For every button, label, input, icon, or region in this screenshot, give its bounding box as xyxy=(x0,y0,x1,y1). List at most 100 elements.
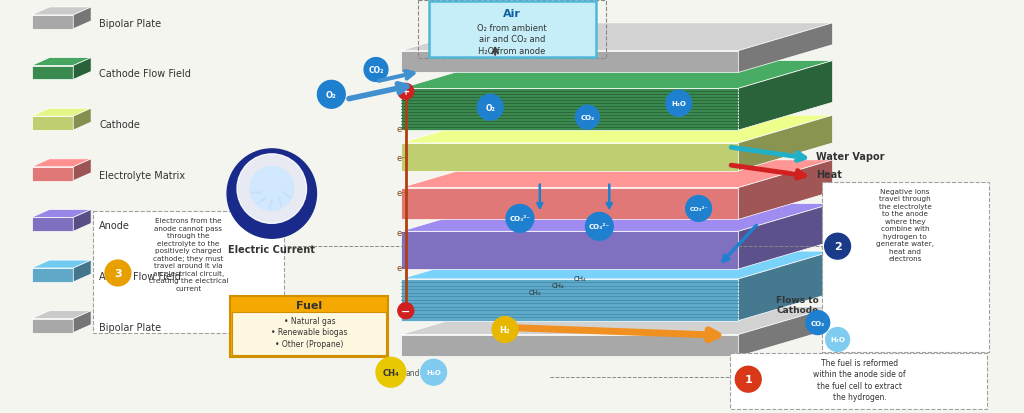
Polygon shape xyxy=(400,188,738,219)
Text: H₂O: H₂O xyxy=(830,337,845,344)
Polygon shape xyxy=(400,23,833,51)
Text: 1: 1 xyxy=(744,375,753,385)
Polygon shape xyxy=(32,217,74,231)
Polygon shape xyxy=(32,66,74,79)
Text: Heat: Heat xyxy=(816,170,842,180)
Text: Water Vapor: Water Vapor xyxy=(816,152,885,162)
Text: e⁻: e⁻ xyxy=(396,263,406,273)
Circle shape xyxy=(586,212,613,240)
Polygon shape xyxy=(32,7,91,15)
Polygon shape xyxy=(400,115,833,143)
Polygon shape xyxy=(74,57,91,79)
Polygon shape xyxy=(738,307,833,356)
Text: CO₃²⁻: CO₃²⁻ xyxy=(689,207,708,212)
Text: H₂O: H₂O xyxy=(672,101,686,107)
Text: H₂O: H₂O xyxy=(426,370,441,376)
Circle shape xyxy=(398,303,414,319)
Text: 3: 3 xyxy=(114,269,122,279)
FancyBboxPatch shape xyxy=(93,211,284,332)
Text: Air: Air xyxy=(503,9,521,19)
Circle shape xyxy=(250,167,294,211)
Polygon shape xyxy=(738,251,833,320)
Text: CO₂: CO₂ xyxy=(369,66,384,75)
Polygon shape xyxy=(400,307,833,335)
Text: Electrons from the
anode cannot pass
through the
electrolyte to the
positively c: Electrons from the anode cannot pass thr… xyxy=(148,218,228,292)
Circle shape xyxy=(506,204,534,232)
Text: Anode: Anode xyxy=(99,221,130,231)
Polygon shape xyxy=(400,143,738,171)
Circle shape xyxy=(824,233,851,259)
Polygon shape xyxy=(738,160,833,219)
Polygon shape xyxy=(738,23,833,72)
Text: Fuel: Fuel xyxy=(296,301,323,311)
Circle shape xyxy=(575,105,599,129)
Polygon shape xyxy=(32,57,91,66)
Text: CH₄: CH₄ xyxy=(528,290,542,296)
Polygon shape xyxy=(32,167,74,180)
Text: Negative ions
travel through
the electrolyte
to the anode
where they
combine wit: Negative ions travel through the electro… xyxy=(877,189,934,262)
Circle shape xyxy=(666,90,691,116)
FancyBboxPatch shape xyxy=(232,312,386,355)
Text: O₂ from ambient
air and CO₂ and
H₂O from anode: O₂ from ambient air and CO₂ and H₂O from… xyxy=(477,24,547,56)
Text: −: − xyxy=(401,307,411,317)
Polygon shape xyxy=(32,159,91,167)
Text: CH₄: CH₄ xyxy=(551,283,564,289)
Text: CH₄: CH₄ xyxy=(573,276,586,282)
Polygon shape xyxy=(738,204,833,269)
Text: e⁻: e⁻ xyxy=(396,154,406,163)
Polygon shape xyxy=(32,209,91,217)
Circle shape xyxy=(735,366,761,392)
Text: CO₃²⁻: CO₃²⁻ xyxy=(589,224,610,230)
Text: O₂: O₂ xyxy=(485,104,495,113)
Polygon shape xyxy=(74,311,91,332)
Text: 2: 2 xyxy=(834,242,842,252)
Text: +: + xyxy=(401,87,410,97)
Text: O₂: O₂ xyxy=(326,91,337,100)
Text: e⁻: e⁻ xyxy=(396,189,406,198)
Circle shape xyxy=(317,81,345,108)
Polygon shape xyxy=(400,61,833,88)
Polygon shape xyxy=(32,311,91,319)
Circle shape xyxy=(398,83,414,99)
Polygon shape xyxy=(32,260,91,268)
Text: H₂: H₂ xyxy=(500,326,510,335)
Polygon shape xyxy=(400,251,833,279)
Text: CO₂: CO₂ xyxy=(581,115,595,121)
Polygon shape xyxy=(400,204,833,231)
Circle shape xyxy=(686,195,712,221)
Text: Cathode Flow Field: Cathode Flow Field xyxy=(99,69,190,79)
Polygon shape xyxy=(74,159,91,180)
Polygon shape xyxy=(400,335,738,356)
Text: Bipolar Plate: Bipolar Plate xyxy=(99,19,161,29)
Polygon shape xyxy=(32,319,74,332)
Text: • Natural gas
• Renewable biogas
• Other (Propane): • Natural gas • Renewable biogas • Other… xyxy=(271,317,348,349)
Circle shape xyxy=(421,359,446,385)
Polygon shape xyxy=(400,160,833,188)
Text: CO₃²⁻: CO₃²⁻ xyxy=(509,216,530,222)
Polygon shape xyxy=(32,15,74,29)
Text: Electrolyte Matrix: Electrolyte Matrix xyxy=(99,171,185,181)
Polygon shape xyxy=(74,7,91,29)
FancyBboxPatch shape xyxy=(821,182,989,352)
Polygon shape xyxy=(74,108,91,130)
Circle shape xyxy=(105,260,131,286)
Polygon shape xyxy=(32,268,74,282)
FancyBboxPatch shape xyxy=(230,296,388,357)
Polygon shape xyxy=(400,51,738,72)
Text: Anode Flow Field: Anode Flow Field xyxy=(99,272,181,282)
Text: e⁻: e⁻ xyxy=(396,229,406,238)
Circle shape xyxy=(227,149,316,238)
Circle shape xyxy=(365,57,388,81)
Polygon shape xyxy=(400,279,738,320)
Text: Flows to
Cathode: Flows to Cathode xyxy=(776,296,819,316)
Text: Electric Current: Electric Current xyxy=(228,245,315,255)
Text: The fuel is reformed
within the anode side of
the fuel cell to extract
the hydro: The fuel is reformed within the anode si… xyxy=(813,359,906,402)
Text: e⁻: e⁻ xyxy=(396,125,406,133)
Polygon shape xyxy=(400,231,738,269)
Polygon shape xyxy=(32,116,74,130)
Text: CO₂: CO₂ xyxy=(811,320,825,327)
Circle shape xyxy=(806,311,829,335)
FancyBboxPatch shape xyxy=(429,1,596,57)
Polygon shape xyxy=(74,260,91,282)
Text: CH₄: CH₄ xyxy=(383,369,399,378)
